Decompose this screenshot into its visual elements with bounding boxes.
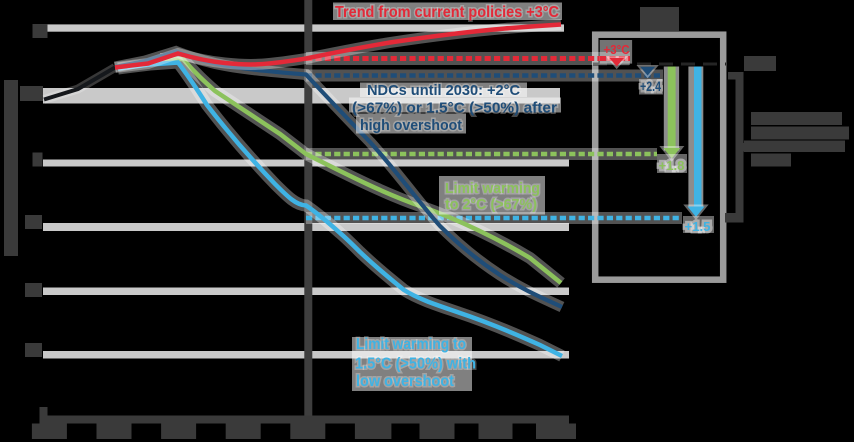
svg-text:Limit warming: Limit warming — [445, 180, 540, 197]
svg-text:1.5°C (>50%) with: 1.5°C (>50%) with — [355, 356, 476, 373]
svg-text:Limit warming to: Limit warming to — [356, 336, 466, 353]
svg-text:low overshoot: low overshoot — [356, 373, 454, 390]
svg-text:high overshoot: high overshoot — [360, 117, 462, 134]
svg-text:NDCs until 2030: +2°C: NDCs until 2030: +2°C — [367, 82, 520, 99]
svg-text:to 2°C (>67%): to 2°C (>67%) — [445, 196, 537, 213]
svg-text:(>67%) or 1.5°C (>50%) after: (>67%) or 1.5°C (>50%) after — [352, 100, 557, 117]
svg-text:+1.5: +1.5 — [685, 219, 711, 234]
svg-text:Trend from current policies +: Trend from current policies +3°C — [335, 4, 559, 21]
svg-text:+1.8: +1.8 — [659, 158, 685, 173]
svg-text:+3°C: +3°C — [604, 42, 631, 57]
svg-text:+2.4: +2.4 — [640, 79, 661, 94]
